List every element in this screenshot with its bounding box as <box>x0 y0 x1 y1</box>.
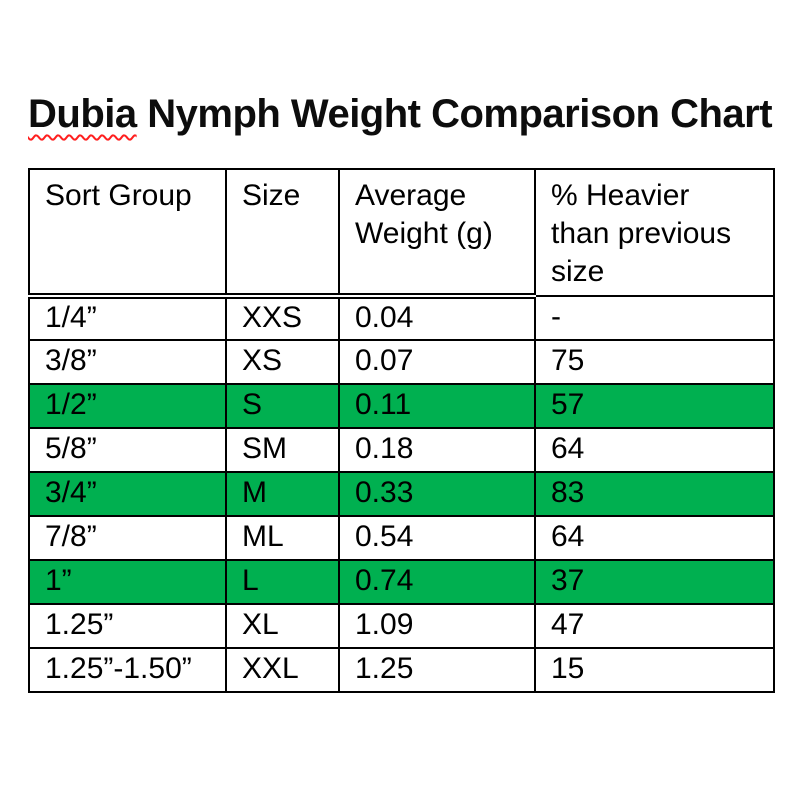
table-row: 1/4” XXS 0.04 - <box>28 295 775 341</box>
table-row: 3/8” XS 0.07 75 <box>28 339 775 385</box>
table-row: 1/2” S 0.11 57 <box>28 383 775 429</box>
cell-sort-group: 1/4” <box>28 295 227 341</box>
cell-size: ML <box>225 515 340 561</box>
table-header: Sort Group Size Average Weight (g) % Hea… <box>28 168 775 299</box>
cell-size: S <box>225 383 340 429</box>
cell-avg-weight: 0.33 <box>338 471 536 517</box>
cell-sort-group: 7/8” <box>28 515 227 561</box>
cell-size: XS <box>225 339 340 385</box>
weight-comparison-table: Sort Group Size Average Weight (g) % Hea… <box>28 168 775 693</box>
cell-avg-weight: 0.54 <box>338 515 536 561</box>
cell-pct-heavier: 64 <box>534 515 775 561</box>
cell-size: XL <box>225 603 340 649</box>
cell-pct-heavier: 47 <box>534 603 775 649</box>
cell-sort-group: 5/8” <box>28 427 227 473</box>
title-word-misspelled: Dubia <box>28 92 137 136</box>
cell-pct-heavier: 75 <box>534 339 775 385</box>
header-sort-group: Sort Group <box>28 168 227 299</box>
title-rest: Nymph Weight Comparison Chart <box>136 92 773 136</box>
cell-sort-group: 1” <box>28 559 227 605</box>
cell-size: M <box>225 471 340 517</box>
table-row: 1” L 0.74 37 <box>28 559 775 605</box>
table-row: 3/4” M 0.33 83 <box>28 471 775 517</box>
cell-sort-group: 3/8” <box>28 339 227 385</box>
cell-size: L <box>225 559 340 605</box>
cell-pct-heavier: 83 <box>534 471 775 517</box>
table-row: 1.25”-1.50” XXL 1.25 15 <box>28 647 775 693</box>
table-row: 5/8” SM 0.18 64 <box>28 427 775 473</box>
header-row: Sort Group Size Average Weight (g) % Hea… <box>28 168 775 299</box>
cell-avg-weight: 1.09 <box>338 603 536 649</box>
table-row: 7/8” ML 0.54 64 <box>28 515 775 561</box>
cell-size: XXL <box>225 647 340 693</box>
header-pct-heavier: % Heavier than previous size <box>534 168 775 297</box>
header-avg-weight: Average Weight (g) <box>338 168 536 299</box>
page-title: Dubia Nymph Weight Comparison Chart <box>28 90 773 138</box>
cell-sort-group: 1/2” <box>28 383 227 429</box>
cell-pct-heavier: 57 <box>534 383 775 429</box>
cell-sort-group: 1.25”-1.50” <box>28 647 227 693</box>
cell-sort-group: 1.25” <box>28 603 227 649</box>
cell-avg-weight: 0.74 <box>338 559 536 605</box>
table-body: 1/4” XXS 0.04 - 3/8” XS 0.07 75 1/2” S 0… <box>28 295 775 693</box>
cell-sort-group: 3/4” <box>28 471 227 517</box>
cell-avg-weight: 0.18 <box>338 427 536 473</box>
cell-pct-heavier: 37 <box>534 559 775 605</box>
cell-pct-heavier: 15 <box>534 647 775 693</box>
table-row: 1.25” XL 1.09 47 <box>28 603 775 649</box>
cell-avg-weight: 0.07 <box>338 339 536 385</box>
cell-size: XXS <box>225 295 340 341</box>
cell-avg-weight: 0.11 <box>338 383 536 429</box>
cell-avg-weight: 0.04 <box>338 295 536 341</box>
cell-size: SM <box>225 427 340 473</box>
cell-avg-weight: 1.25 <box>338 647 536 693</box>
cell-pct-heavier: 64 <box>534 427 775 473</box>
header-size: Size <box>225 168 340 299</box>
cell-pct-heavier: - <box>534 295 775 341</box>
